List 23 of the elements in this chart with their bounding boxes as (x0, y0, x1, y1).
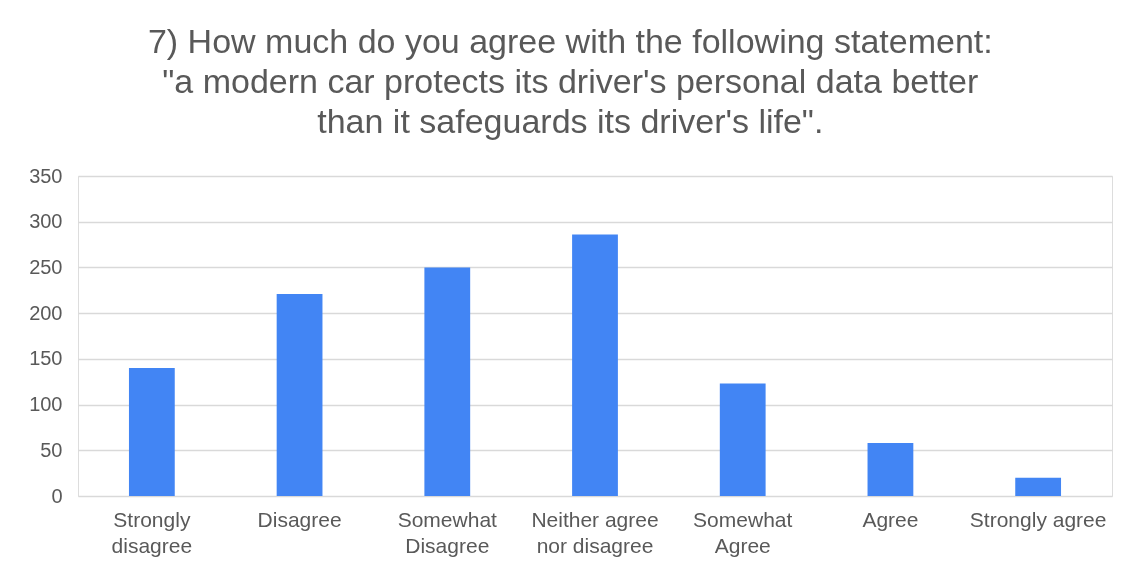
y-tick-label: 200 (29, 301, 63, 324)
bar (1015, 477, 1062, 496)
y-tick-label: 250 (29, 255, 63, 278)
x-tick-label: Agree (862, 507, 919, 531)
x-tick-label: Somewhat Disagree (397, 507, 498, 557)
bar (719, 383, 766, 496)
bar (572, 234, 618, 496)
y-tick-label: 50 (40, 438, 63, 461)
bar (128, 368, 175, 496)
x-tick-label: Neither agree nor disagree (531, 507, 659, 557)
x-tick-label: Disagree (257, 507, 342, 531)
y-tick-label: 350 (29, 164, 63, 187)
y-tick-label: 300 (29, 210, 63, 233)
chart-title: 7) How much do you agree with the following statement: "a modern car protects its driver's personal data better than it safeguards its driver's life". (147, 22, 993, 140)
x-tick-label: Somewhat Agree (693, 507, 793, 557)
bar (276, 293, 323, 496)
x-tick-label: Strongly agree (969, 507, 1107, 531)
y-tick-label: 150 (29, 347, 63, 370)
x-tick-label: Strongly disagree (111, 507, 193, 557)
bar (424, 267, 471, 496)
y-tick-label: 100 (29, 393, 63, 416)
bar (867, 442, 914, 496)
y-tick-label: 0 (51, 484, 63, 507)
